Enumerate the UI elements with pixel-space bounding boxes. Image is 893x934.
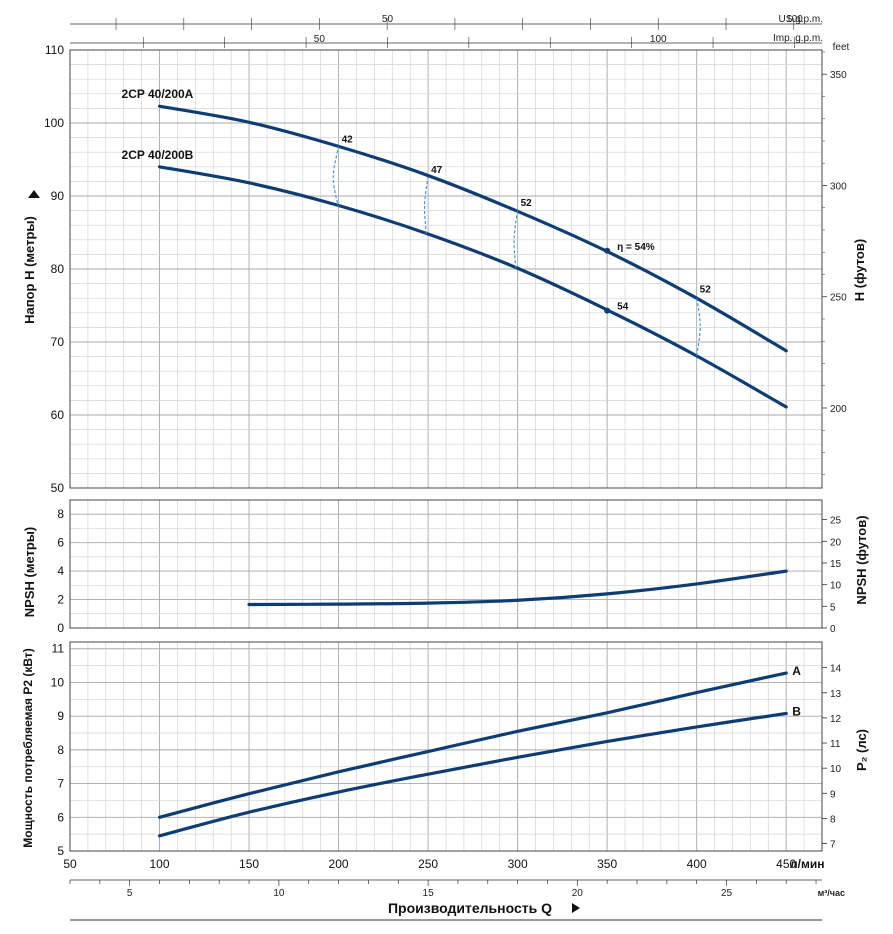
x-tick-label: 100: [150, 857, 170, 871]
y-tick-label: 11: [52, 642, 65, 656]
head-axis-title: Напор H (метры): [22, 216, 37, 324]
power-right-axis-title: P₂ (лс): [854, 729, 869, 771]
efficiency-line: [332, 146, 340, 208]
right-tick-label: 5: [830, 602, 836, 613]
y-tick-label: 4: [57, 564, 64, 578]
right-tick-label: 15: [830, 559, 842, 570]
y-tick-label: 9: [57, 709, 64, 723]
m3h-tick-label: 20: [572, 888, 584, 899]
power-curve-series-0: [157, 671, 788, 819]
y-tick-label: 2: [57, 593, 64, 607]
head-right-axis-title: H (футов): [852, 239, 867, 301]
right-unit-feet: feet: [833, 42, 850, 53]
x-tick-label: 450: [776, 857, 796, 871]
x-tick-label: 350: [597, 857, 617, 871]
efficiency-point-label: 54: [617, 302, 629, 313]
right-tick-label: 11: [830, 739, 841, 750]
panel-frame: [69, 499, 823, 629]
x-tick-label: 200: [329, 857, 349, 871]
y-tick-label: 110: [45, 43, 64, 57]
up-arrow-icon: [28, 190, 40, 198]
y-tick-label: 100: [44, 116, 64, 130]
npsh-axis-title: NPSH (метры): [22, 527, 37, 617]
efficiency-label: 42: [342, 134, 354, 145]
head-curve-label: 2CP 40/200B: [122, 148, 194, 162]
right-tick-label: 10: [830, 764, 842, 775]
x-axis-title: Производительность Q: [388, 900, 552, 916]
efficiency-label: 52: [700, 285, 712, 296]
y-tick-label: 0: [57, 621, 64, 635]
y-tick-label: 90: [51, 189, 65, 203]
efficiency-point: [604, 247, 611, 254]
head-curve-series-0: [157, 104, 788, 353]
efficiency-line: [423, 176, 429, 234]
m3h-tick-label: 10: [273, 888, 285, 899]
right-tick-label: 300: [830, 181, 847, 192]
right-tick-label: 7: [830, 840, 836, 851]
grid: [69, 642, 823, 852]
efficiency-line: [696, 296, 701, 356]
m3h-tick-label: 15: [423, 888, 435, 899]
right-tick-label: 25: [830, 516, 842, 527]
x-tick-label: 300: [508, 857, 528, 871]
y-tick-label: 50: [51, 481, 65, 495]
right-tick-label: 10: [830, 581, 842, 592]
right-tick-label: 8: [830, 814, 836, 825]
panel-frame: [69, 49, 823, 489]
imp-gpm-tick-label: 50: [314, 34, 326, 45]
right-tick-label: 350: [830, 70, 847, 81]
efficiency-label: 47: [431, 165, 443, 176]
right-tick-label: 20: [830, 537, 842, 548]
us-gpm-tick-label: 100: [786, 14, 803, 25]
x-tick-label: 150: [239, 857, 259, 871]
right-tick-label: 0: [830, 624, 836, 635]
y-tick-label: 8: [57, 507, 64, 521]
x-tick-label: 400: [687, 857, 707, 871]
imp-gpm-tick-label: 100: [650, 34, 667, 45]
y-tick-label: 10: [51, 675, 65, 689]
right-tick-label: 250: [830, 293, 847, 304]
efficiency-line: [513, 209, 519, 269]
right-arrow-icon: [572, 903, 580, 913]
head-curve-series-1: [157, 165, 788, 409]
y-tick-label: 7: [57, 777, 64, 791]
x-unit-label: л/мин: [790, 857, 824, 871]
right-tick-label: 9: [830, 789, 836, 800]
efficiency-point-label: η = 54%: [617, 242, 655, 253]
m3h-tick-label: 5: [127, 888, 133, 899]
imp-gpm-unit: Imp. g.p.m.: [773, 33, 823, 44]
x-tick-label: 250: [418, 857, 438, 871]
y-tick-label: 80: [51, 262, 65, 276]
us-gpm-tick-label: 50: [382, 14, 394, 25]
right-tick-label: 200: [830, 404, 847, 415]
y-tick-label: 70: [51, 335, 65, 349]
power-curve-series-1: [157, 711, 788, 838]
y-tick-label: 6: [57, 810, 64, 824]
head-curve-label: 2CP 40/200A: [122, 87, 194, 101]
right-tick-label: 12: [830, 714, 842, 725]
m3h-tick-label: 25: [721, 888, 733, 899]
efficiency-label: 52: [521, 198, 533, 209]
y-tick-label: 6: [57, 536, 64, 550]
power-curve-label: A: [792, 664, 801, 678]
x-tick-label: 50: [63, 857, 77, 871]
panel-frame: [69, 641, 823, 852]
y-tick-label: 5: [57, 844, 64, 858]
right-tick-label: 14: [830, 664, 842, 675]
us-gpm-unit: US g.p.m.: [779, 14, 823, 25]
grid: [69, 49, 823, 489]
npsh-curve-series-0: [247, 569, 788, 607]
efficiency-point: [604, 307, 611, 314]
power-curve-label: B: [792, 704, 801, 718]
m3h-unit-label: м³/час: [818, 888, 845, 898]
y-tick-label: 60: [51, 408, 65, 422]
npsh-right-axis-title: NPSH (футов): [854, 515, 869, 604]
power-axis-title: Мощность потребляемая P2 (кВт): [21, 648, 35, 848]
right-tick-label: 13: [830, 689, 842, 700]
y-tick-label: 8: [57, 743, 64, 757]
